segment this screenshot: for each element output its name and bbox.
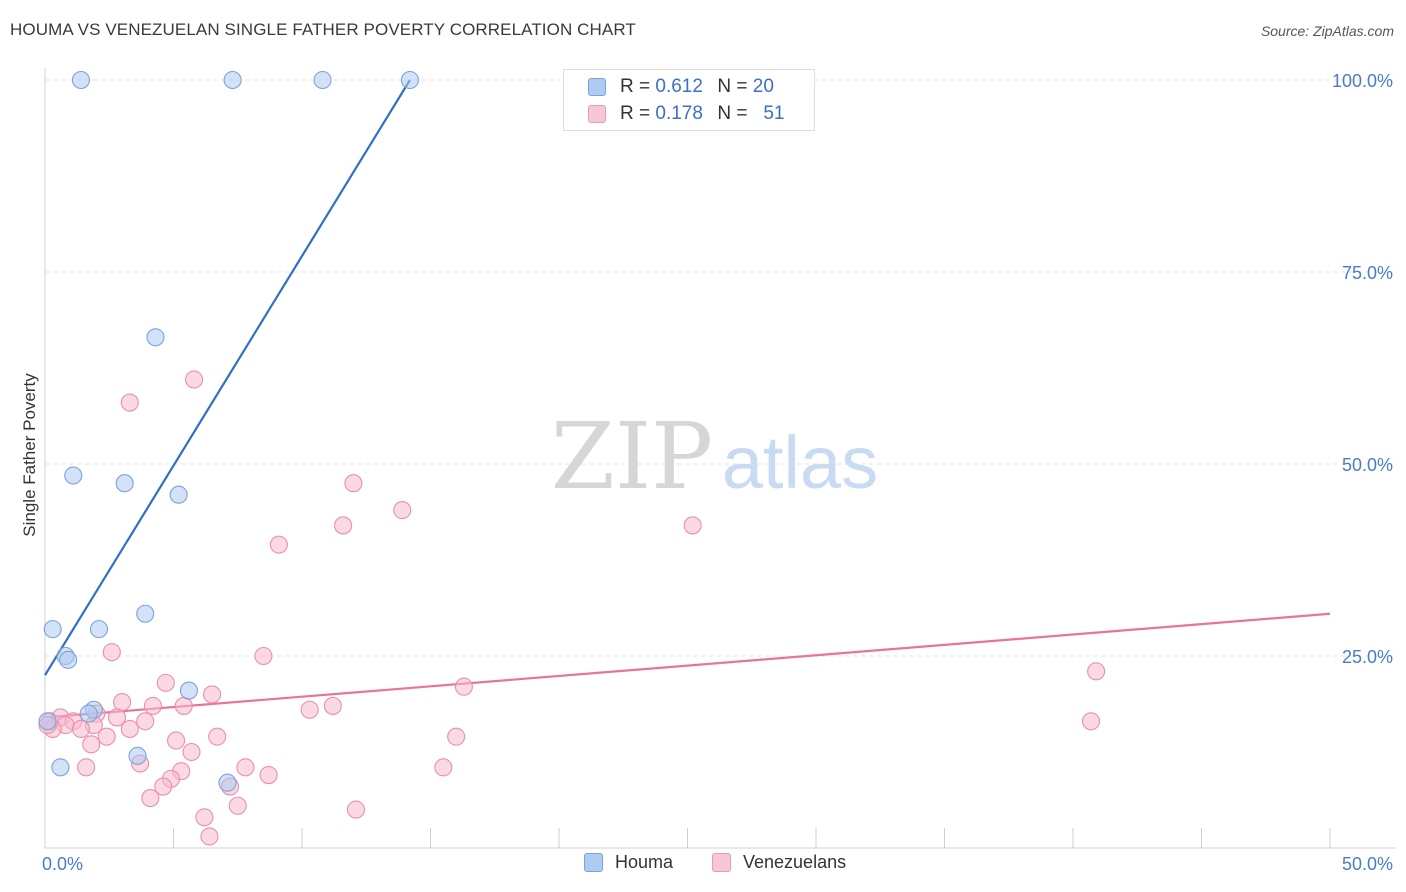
legend-r-value-venezuelans: 0.178	[655, 103, 703, 124]
venezuelan-point	[683, 516, 702, 535]
venezuelan-point	[167, 731, 186, 750]
venezuelan-point	[82, 735, 101, 754]
venezuelan-point	[195, 808, 214, 827]
venezuelan-point	[228, 796, 247, 815]
venezuelan-point	[300, 700, 319, 719]
houma-point	[218, 773, 237, 792]
houma-point	[38, 712, 57, 731]
houma-point	[400, 70, 419, 90]
legend-n-label: N =	[717, 103, 748, 124]
venezuelan-point	[136, 712, 155, 731]
bottom-legend-houma: Houma	[584, 852, 673, 873]
venezuelan-point	[346, 800, 366, 819]
bottom-legend-swatch-venezuelans	[712, 853, 731, 872]
houma-point	[43, 620, 62, 639]
x-tick-label-max: 50.0%	[1342, 854, 1393, 874]
watermark: ZIP atlas	[551, 403, 878, 510]
venezuelan-point	[269, 535, 288, 554]
venezuelan-point	[323, 696, 342, 715]
legend-swatch-houma	[588, 78, 606, 96]
houma-point	[128, 746, 147, 765]
venezuelan-point	[203, 685, 222, 704]
venezuelan-trend-line	[44, 612, 1331, 719]
houma-point	[146, 328, 165, 347]
legend-n-value-houma: 20	[752, 76, 774, 97]
houma-point	[64, 466, 83, 485]
venezuelan-point	[102, 643, 121, 662]
venezuelan-point	[447, 727, 466, 746]
venezuelan-point	[113, 693, 132, 712]
venezuelan-point	[259, 765, 278, 785]
venezuelan-point	[97, 727, 116, 746]
venezuelan-point	[454, 677, 473, 696]
legend-r-value-houma: 0.612	[655, 76, 703, 97]
y-tick-label: 25.0%	[1342, 647, 1393, 667]
legend-r-label: R =	[620, 76, 651, 97]
bottom-legend-swatch-houma	[584, 853, 603, 872]
houma-point	[223, 70, 242, 90]
venezuelan-point	[77, 758, 96, 777]
venezuelan-point	[393, 501, 412, 520]
venezuelan-point	[1081, 712, 1101, 731]
legend-n-value-venezuelans: 51	[763, 103, 785, 124]
legend-r-label: R =	[620, 103, 651, 124]
bottom-legend-venezuelans: Venezuelans	[712, 852, 846, 873]
venezuelan-point	[107, 708, 127, 727]
y-tick-label: 75.0%	[1342, 263, 1393, 283]
houma-point	[79, 704, 98, 723]
axes	[44, 68, 1395, 849]
venezuelan-point	[174, 696, 193, 715]
trend-lines	[44, 79, 1331, 719]
houma-point	[169, 485, 188, 504]
watermark-atlas: atlas	[722, 421, 878, 504]
venezuelan-point	[120, 393, 139, 412]
houma-point	[71, 70, 91, 90]
venezuelan-point	[254, 646, 273, 666]
gridlines	[45, 79, 1395, 657]
y-tick-label: 50.0%	[1342, 455, 1393, 475]
houma-point	[89, 620, 109, 639]
venezuelan-point	[200, 827, 219, 846]
houma-point	[313, 70, 332, 90]
houma-point	[59, 650, 78, 669]
venezuelan-point	[71, 719, 91, 739]
watermark-zip: ZIP	[551, 403, 713, 510]
venezuelan-point	[334, 516, 353, 535]
venezuelan-point	[236, 758, 255, 777]
venezuelan-point	[344, 474, 363, 493]
venezuelan-point	[156, 673, 175, 692]
venezuelan-point	[434, 758, 453, 777]
x-tick-label-min: 0.0%	[42, 854, 83, 874]
venezuelan-point	[120, 719, 139, 739]
venezuelan-point	[182, 742, 201, 762]
venezuelan-point	[208, 727, 227, 746]
venezuelan-point	[143, 696, 162, 715]
tick-labels: 25.0% 50.0% 75.0% 100.0% 0.0% 50.0%	[42, 71, 1393, 874]
bottom-legend-label-houma: Houma	[615, 852, 674, 872]
venezuelan-point	[1087, 662, 1106, 681]
bottom-legend-label-venezuelans: Venezuelans	[743, 852, 847, 872]
legend-row-houma: R = 0.612 N = 20	[588, 75, 774, 99]
houma-trend-line	[44, 79, 411, 676]
houma-point	[179, 681, 198, 700]
legend-swatch-venezuelans	[588, 105, 606, 123]
venezuelan-point	[141, 789, 160, 808]
data-points	[38, 70, 1106, 846]
venezuelan-point	[154, 777, 173, 796]
venezuelan-point	[185, 370, 204, 389]
houma-point	[136, 604, 155, 623]
houma-point	[51, 758, 70, 777]
houma-point	[115, 474, 134, 493]
source-label: Source: ZipAtlas.com	[1260, 23, 1394, 39]
y-tick-label: 100.0%	[1332, 71, 1393, 91]
legend-row-venezuelans: R = 0.178 N = 51	[588, 102, 784, 126]
y-axis-label: Single Father Poverty	[20, 373, 39, 537]
chart-title: HOUMA VS VENEZUELAN SINGLE FATHER POVERT…	[10, 20, 636, 39]
legend: R = 0.612 N = 20 R = 0.178 N = 51	[563, 69, 815, 131]
legend-n-label: N =	[717, 76, 748, 97]
